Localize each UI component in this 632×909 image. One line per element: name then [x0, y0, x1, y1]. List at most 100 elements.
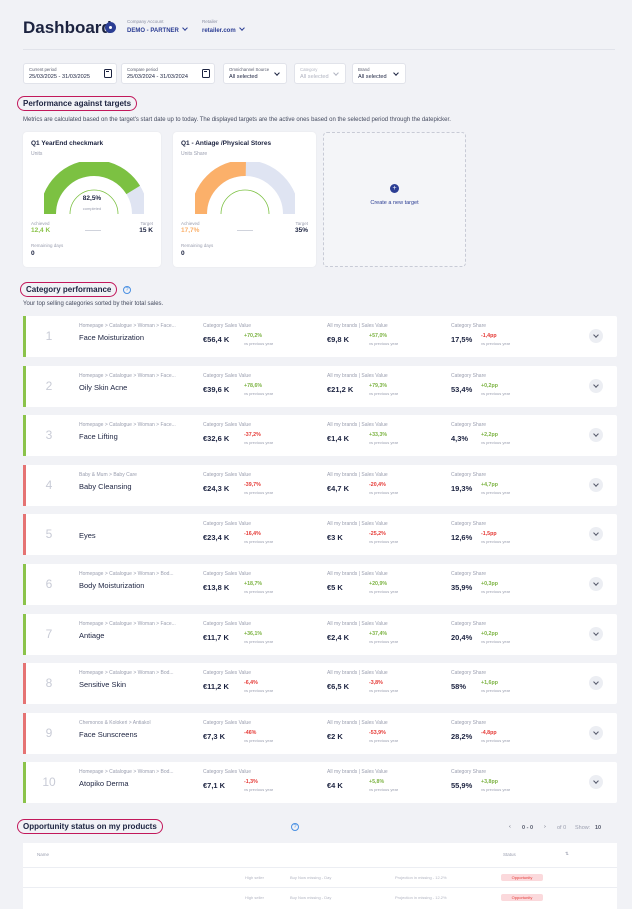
vs-label: vs previous year [244, 737, 274, 743]
page-size-select[interactable]: 10 [595, 825, 602, 831]
category-select[interactable]: Category All selected [294, 63, 346, 84]
help-icon[interactable]: ? [291, 823, 299, 831]
brands-value-change: -20,4% [369, 481, 386, 488]
help-icon[interactable]: ? [123, 286, 131, 294]
chevron-down-icon[interactable] [589, 378, 603, 393]
brands-value-label: All my brands | Sales Value [327, 719, 388, 726]
chevron-down-icon[interactable] [589, 477, 603, 492]
category-row[interactable]: 2 Homepage > Catalogue > Woman > Face... O… [23, 365, 617, 407]
sales-value-change: -1,3% [244, 779, 258, 786]
company-account-select[interactable]: Company Account DEMO - PARTNER [127, 19, 188, 34]
gauge-center-value: 82,5% [82, 195, 102, 202]
sales-value-change: +18,7% [244, 581, 263, 587]
category-row[interactable]: 4 Baby & Mum > Baby Care Baby Cleansing Cat… [23, 464, 617, 506]
vs-label: vs previous year [244, 390, 274, 396]
category-row[interactable]: 3 Homepage > Catalogue > Woman > Face... F… [23, 415, 617, 457]
sales-value-label: Category Sales Value [203, 372, 251, 379]
category-share-label: Category Share [451, 372, 487, 379]
target-unit: Units Share [181, 151, 208, 157]
chevron-down-icon[interactable] [589, 725, 603, 740]
chevron-down-icon[interactable] [589, 428, 603, 443]
pager-range: 0 - 0 [522, 825, 534, 831]
page-title: Dashboard [23, 18, 112, 37]
category-row[interactable]: 8 Homepage > Catalogue > Woman > Bod... Se… [23, 663, 617, 705]
gauge-center-label: completed [82, 206, 102, 211]
chevron-down-icon[interactable] [589, 775, 603, 790]
sales-value: €7,1 K [203, 781, 226, 791]
retailer-label: Retailer [202, 19, 218, 24]
sales-value-label: Category Sales Value [203, 769, 251, 776]
category-label: Category [300, 67, 318, 72]
category-share-value: 19,3% [451, 483, 473, 493]
sales-value-change: -16,4% [244, 531, 261, 538]
category-path: Homepage > Catalogue > Woman > Bod... [79, 571, 174, 577]
create-target-card[interactable]: + Create a new target [323, 132, 466, 267]
trend-bar [23, 316, 26, 357]
category-row[interactable]: 10 Homepage > Catalogue > Woman > Bod... A… [23, 762, 617, 804]
category-row[interactable]: 9 Chemonos & Kolokeri > Antiakol Face Suns… [23, 712, 617, 754]
brands-value-change: +57,0% [369, 333, 388, 339]
prev-page-button[interactable]: ‹ [509, 824, 511, 830]
row-text: Buy Now missing - Day [290, 875, 332, 880]
category-row[interactable]: 1 Homepage > Catalogue > Woman > Face... F… [23, 316, 617, 357]
chevron-down-icon[interactable] [589, 626, 603, 641]
chevron-down-icon[interactable] [589, 577, 603, 591]
chevron-down-icon [182, 25, 188, 31]
category-row[interactable]: 6 Homepage > Catalogue > Woman > Bod... Bo… [23, 564, 617, 605]
vs-label: vs previous year [369, 737, 399, 743]
target-card[interactable]: Q1 - Antiage /Physical Stores Units Shar… [173, 132, 316, 267]
retailer-select[interactable]: Retailer retailer.com [202, 19, 245, 34]
target-title: Q1 - Antiage /Physical Stores [181, 140, 272, 147]
vs-label: vs previous year [481, 638, 511, 644]
chevron-down-icon[interactable] [589, 329, 603, 343]
brands-value: €1,4 K [327, 434, 350, 444]
eye-icon[interactable] [105, 22, 116, 33]
category-rank: 10 [42, 775, 56, 790]
sales-value-change: +36,1% [244, 630, 263, 637]
brands-value-change: +33,3% [369, 432, 388, 439]
next-page-button[interactable]: › [544, 824, 546, 830]
achieved-label: Achieved [31, 221, 50, 226]
chevron-down-icon[interactable] [589, 527, 603, 542]
vs-label: vs previous year [244, 489, 274, 495]
achieved-label: Achieved [181, 221, 200, 226]
brands-value-label: All my brands | Sales Value [327, 769, 388, 776]
brands-value: €3 K [327, 533, 343, 543]
current-period-picker[interactable]: Current period 25/03/2025 - 31/03/2025 [23, 63, 117, 84]
omnichannel-label: Omnichannel Source [229, 67, 270, 72]
category-share-change: +0,2pp [481, 382, 498, 389]
category-path: Homepage > Catalogue > Woman > Bod... [79, 670, 174, 677]
sort-icon[interactable]: ⇅ [565, 851, 569, 856]
trend-bar [23, 464, 26, 506]
sales-value-label: Category Sales Value [203, 719, 251, 726]
vs-label: vs previous year [369, 539, 399, 545]
category-share-label: Category Share [451, 422, 487, 429]
sales-value: €24,3 K [203, 483, 230, 493]
brand-select[interactable]: Brand All selected [352, 63, 406, 84]
category-path: Homepage > Catalogue > Woman > Face... [79, 422, 176, 429]
category-path: Homepage > Catalogue > Woman > Face... [79, 372, 176, 379]
vs-label: vs previous year [369, 638, 399, 644]
divider [23, 867, 617, 868]
target-card[interactable]: Q1 YearEnd checkmark Units 82,5% complet… [23, 132, 161, 267]
vs-label: vs previous year [481, 489, 511, 495]
sales-value-change: -39,7% [244, 481, 261, 488]
trend-bar [23, 415, 26, 457]
brands-value-label: All my brands | Sales Value [327, 372, 388, 379]
chevron-down-icon[interactable] [589, 676, 603, 691]
show-label: Show: [575, 825, 591, 831]
category-share-label: Category Share [451, 620, 487, 627]
brands-value-change: -53,9% [369, 729, 386, 736]
brands-value-label: All my brands | Sales Value [327, 471, 388, 478]
compare-period-picker[interactable]: Compare period 25/03/2024 - 31/03/2024 [121, 63, 215, 84]
vs-label: vs previous year [369, 688, 399, 694]
omnichannel-source-select[interactable]: Omnichannel Source All selected [223, 63, 287, 84]
category-row[interactable]: 7 Homepage > Catalogue > Woman > Face... A… [23, 613, 617, 655]
omnichannel-value: All selected [229, 74, 258, 80]
category-row[interactable]: 5 Eyes Category Sales Value €23,4 K -16,4% vs… [23, 514, 617, 556]
row-type: High seller [245, 895, 264, 900]
brands-value-label: All my brands | Sales Value [327, 323, 388, 329]
opportunity-section-title: Opportunity status on my products [17, 819, 163, 834]
category-name: Face Lifting [79, 432, 118, 442]
category-rank: 4 [45, 477, 53, 492]
